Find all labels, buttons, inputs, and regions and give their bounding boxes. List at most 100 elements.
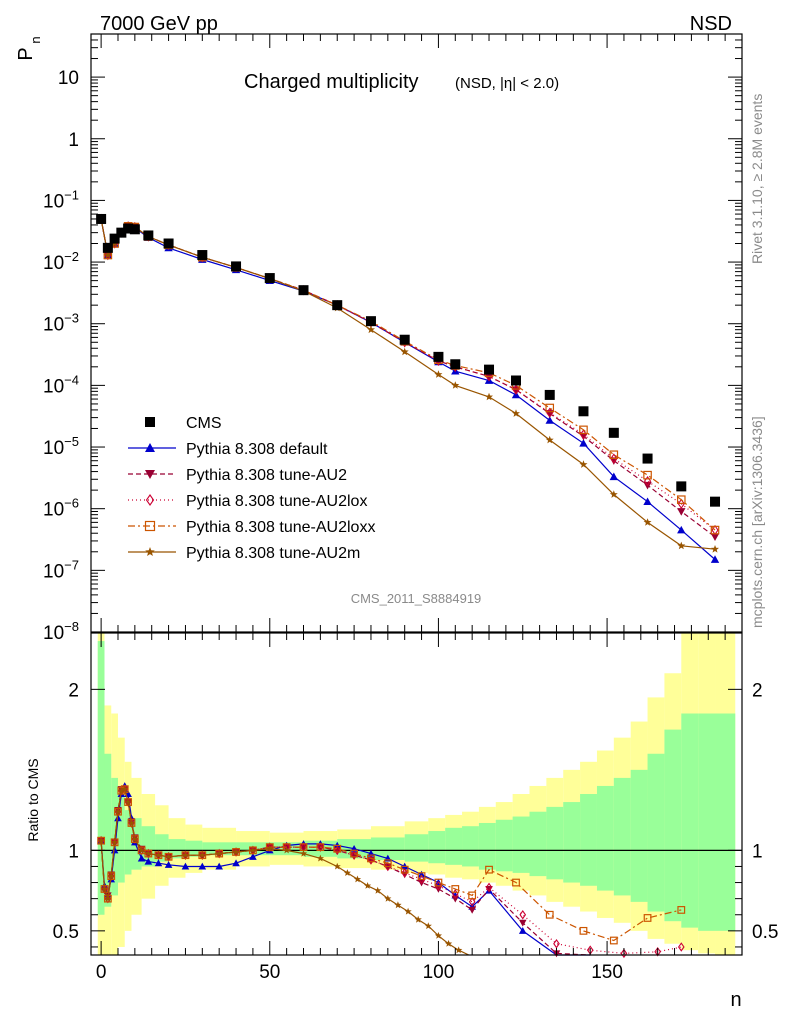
ratio-series-point (518, 919, 527, 927)
cms-data-point (511, 375, 522, 386)
uncertainty-band-green (495, 819, 513, 872)
series-point (512, 384, 520, 395)
uncertainty-band-green (428, 831, 446, 864)
series-point (710, 533, 720, 541)
ratio-series-point (215, 862, 223, 870)
series-point (643, 475, 652, 487)
uncertainty-band-green (529, 811, 547, 877)
legend-label: Pythia 8.308 tune-AU2 (186, 467, 347, 484)
ratio-series-point (418, 874, 425, 885)
ratio-series-point (164, 861, 173, 868)
series-point (579, 460, 588, 468)
series-point (609, 472, 619, 481)
series-point (103, 250, 112, 259)
uncertainty-band-green (117, 794, 125, 883)
ratio-series-point (107, 872, 115, 880)
ratio-series-point (181, 851, 190, 859)
uncertainty-band-green (168, 839, 186, 859)
cms-data-point (608, 427, 619, 438)
watermark-label: CMS_2011_S8884919 (351, 591, 482, 606)
y-tick-label: 10−8 (43, 619, 79, 644)
cms-data-point (102, 242, 113, 253)
uncertainty-band-green (404, 834, 429, 862)
cms-data-point (123, 223, 134, 234)
ratio-series-point (138, 846, 146, 854)
x-axis-label: n (730, 989, 741, 1011)
ratio-series-point (97, 836, 105, 844)
ratio-series-point (518, 927, 527, 934)
ratio-series-point (643, 914, 652, 922)
ratio-series-point (137, 854, 146, 862)
ratio-series-point (434, 931, 442, 939)
uncertainty-band-green (715, 713, 736, 931)
header-right: NSD (690, 13, 732, 35)
y-tick-label: 10−4 (43, 372, 79, 397)
series-point (579, 425, 588, 435)
ratio-series-point (198, 851, 206, 859)
ratio-series-point (121, 785, 129, 793)
ratio-series-point (384, 861, 392, 872)
ratio-series-point (154, 851, 163, 859)
ratio-series-point (266, 844, 274, 852)
legend-marker (145, 443, 155, 452)
series-point (643, 497, 652, 506)
ratio-axes: 0.5 0.5 1 1 2 2 0 50 100 150 (53, 633, 778, 983)
ratio-data-layer (91, 633, 742, 959)
ratio-series-point (553, 938, 560, 949)
cms-data-point (96, 213, 107, 224)
ratio-series-point (417, 872, 426, 881)
uncertainty-band-green (97, 641, 105, 915)
main-panel: 10 1 10−1 10−2 10−3 10−4 10−5 10−6 10−7 10−8 Char… (15, 33, 743, 644)
uncertainty-band-green (596, 785, 614, 891)
ratio-series-point (104, 894, 112, 902)
uncertainty-band-green (370, 837, 405, 861)
mcplots-reference-label: mcplots.cern.ch [arXiv:1306.3436] (749, 416, 765, 628)
series-point (485, 392, 493, 401)
uncertainty-band-green (124, 810, 132, 875)
series-point (609, 450, 619, 460)
series-point (451, 381, 460, 389)
series-point (545, 403, 555, 413)
series-point (711, 545, 719, 553)
ratio-series-point (249, 852, 257, 860)
legend-marker (145, 470, 155, 479)
uncertainty-band-green (104, 753, 112, 907)
ratio-series-point (353, 875, 362, 883)
ratio-series-point (283, 846, 291, 854)
ratio-series-point (124, 798, 132, 806)
ratio-series-point (383, 859, 392, 868)
cms-data-point (578, 406, 589, 417)
main-axes: 10 1 10−1 10−2 10−3 10−4 10−5 10−6 10−7 10−8 (43, 33, 742, 644)
cms-data-point (197, 250, 208, 261)
cms-data-point (365, 316, 376, 327)
uncertainty-band-green (698, 713, 716, 931)
ratio-series-point (232, 859, 240, 867)
ratio-series-point (249, 846, 257, 854)
uncertainty-band-green (478, 822, 496, 870)
y-axis-label-subscript: n (28, 36, 43, 43)
ratio-series-point (232, 848, 240, 855)
ratio-series-point (451, 885, 460, 893)
cms-data-point (450, 359, 461, 370)
legend: CMS Pythia 8.308 default Pythia 8.308 tune… (128, 415, 375, 562)
ratio-series-point (364, 882, 372, 889)
cms-data-point (116, 227, 127, 238)
x-tick-label: 0 (96, 962, 107, 983)
ratio-series-point (468, 897, 476, 907)
uncertainty-band-green (563, 802, 581, 883)
ratio-series-point (519, 909, 527, 920)
y-tick-label: 10 (58, 68, 79, 89)
uncertainty-band-green (185, 840, 203, 857)
ratio-series-point (468, 906, 476, 914)
ratio-series-point (114, 807, 122, 815)
series-point (677, 541, 686, 550)
y-axis-label: P n (15, 36, 43, 60)
header-left: 7000 GeV pp (100, 13, 218, 35)
ratio-series-point (455, 946, 463, 954)
y-tick-label: 10−3 (43, 311, 79, 336)
cms-data-point (399, 334, 410, 345)
uncertainty-band-green (647, 753, 665, 912)
ratio-y-tick-label-left: 1 (68, 841, 79, 862)
cms-data-point (332, 300, 343, 311)
legend-marker-cms (145, 417, 155, 427)
